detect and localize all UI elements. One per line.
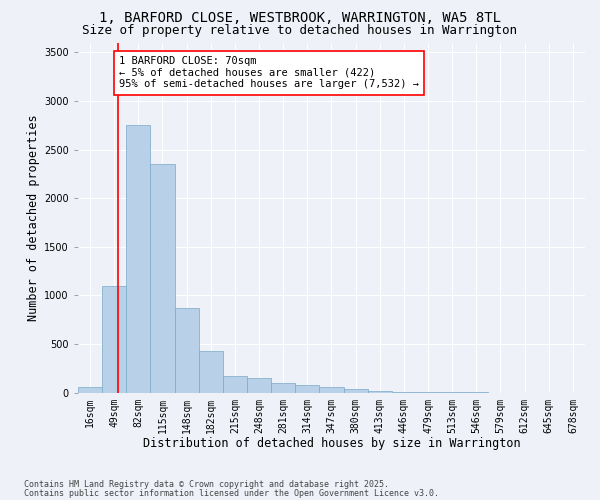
Bar [319, 388, 344, 392]
Text: 1, BARFORD CLOSE, WESTBROOK, WARRINGTON, WA5 8TL: 1, BARFORD CLOSE, WESTBROOK, WARRINGTON,… [99, 11, 501, 25]
Bar [295, 385, 319, 392]
Bar [199, 351, 223, 393]
Text: Contains HM Land Registry data © Crown copyright and database right 2025.: Contains HM Land Registry data © Crown c… [24, 480, 389, 489]
Bar [175, 308, 199, 392]
Text: 1 BARFORD CLOSE: 70sqm
← 5% of detached houses are smaller (422)
95% of semi-det: 1 BARFORD CLOSE: 70sqm ← 5% of detached … [119, 56, 419, 90]
Bar [102, 286, 126, 393]
Bar [223, 376, 247, 392]
Bar [344, 390, 368, 392]
Bar [151, 164, 175, 392]
X-axis label: Distribution of detached houses by size in Warrington: Distribution of detached houses by size … [143, 437, 520, 450]
Text: Size of property relative to detached houses in Warrington: Size of property relative to detached ho… [83, 24, 517, 37]
Text: Contains public sector information licensed under the Open Government Licence v3: Contains public sector information licen… [24, 488, 439, 498]
Bar [247, 378, 271, 392]
Bar [271, 382, 295, 392]
Bar [126, 125, 151, 392]
Bar [78, 388, 102, 392]
Y-axis label: Number of detached properties: Number of detached properties [27, 114, 40, 321]
